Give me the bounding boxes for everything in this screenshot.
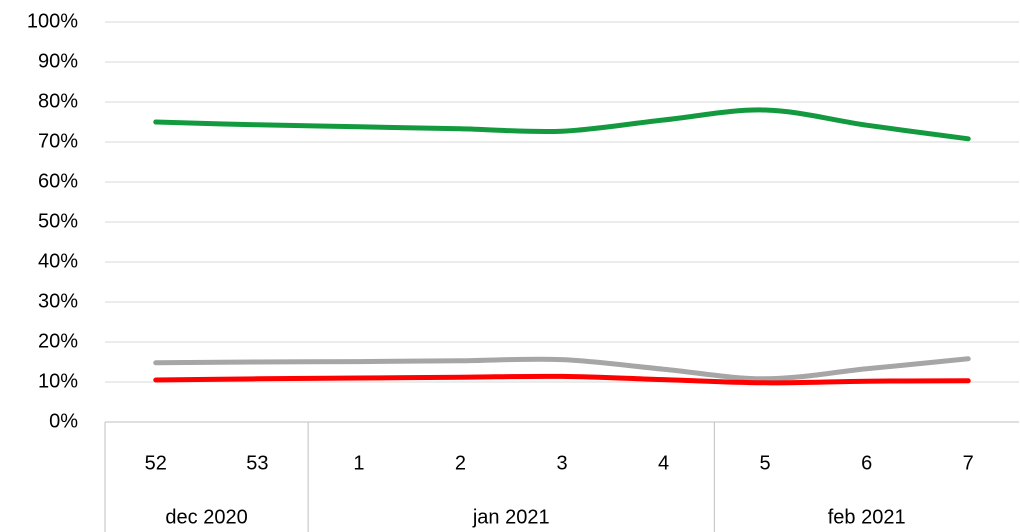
y-tick-label: 30% xyxy=(38,290,78,312)
y-tick-label: 50% xyxy=(38,210,78,232)
x-tick-label: 4 xyxy=(658,452,669,474)
x-tick-label: 52 xyxy=(145,452,167,474)
group-label: feb 2021 xyxy=(828,506,906,528)
y-tick-label: 10% xyxy=(38,370,78,392)
group-label: dec 2020 xyxy=(165,506,247,528)
x-tick-label: 1 xyxy=(353,452,364,474)
x-tick-label: 7 xyxy=(963,452,974,474)
x-tick-label: 6 xyxy=(861,452,872,474)
y-tick-label: 80% xyxy=(38,90,78,112)
x-tick-label: 2 xyxy=(455,452,466,474)
y-tick-label: 20% xyxy=(38,330,78,352)
x-tick-label: 3 xyxy=(556,452,567,474)
series-line xyxy=(153,373,971,386)
y-tick-label: 70% xyxy=(38,130,78,152)
y-tick-label: 100% xyxy=(27,10,78,32)
y-tick-label: 90% xyxy=(38,50,78,72)
series-line xyxy=(153,107,971,142)
x-tick-label: 53 xyxy=(246,452,268,474)
y-tick-label: 60% xyxy=(38,170,78,192)
x-tick-label: 5 xyxy=(760,452,771,474)
group-label: jan 2021 xyxy=(472,506,550,528)
series-line xyxy=(153,356,971,382)
y-tick-label: 0% xyxy=(49,410,78,432)
y-tick-label: 40% xyxy=(38,250,78,272)
